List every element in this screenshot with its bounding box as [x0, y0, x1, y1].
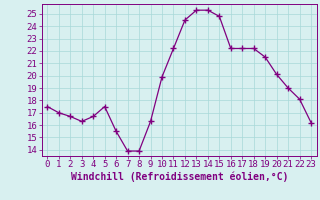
- X-axis label: Windchill (Refroidissement éolien,°C): Windchill (Refroidissement éolien,°C): [70, 172, 288, 182]
